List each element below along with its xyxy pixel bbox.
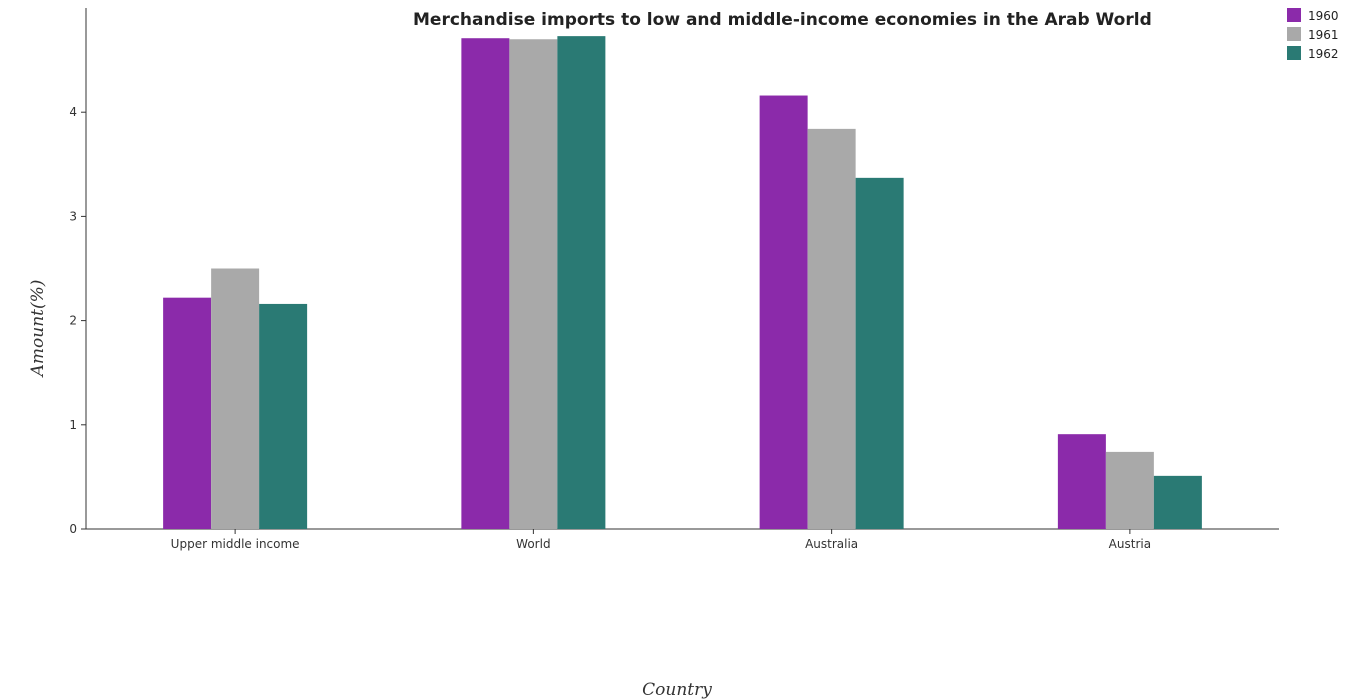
x-tick-label: Upper middle income — [171, 537, 300, 551]
y-tick-label: 4 — [69, 105, 77, 119]
bar-1960-1 — [461, 38, 510, 530]
x-tick-label: Austria — [1109, 537, 1151, 551]
bar-1961-0 — [211, 268, 260, 529]
x-axis-label: Country — [642, 680, 712, 700]
bar-1961-2 — [807, 128, 856, 529]
bar-1962-3 — [1153, 475, 1202, 529]
legend-swatch-1960 — [1287, 8, 1301, 22]
bar-1960-2 — [759, 95, 808, 529]
chart-title: Merchandise imports to low and middle-in… — [413, 10, 1152, 30]
y-axis-label: Amount(%) — [28, 280, 48, 379]
bar-1962-2 — [855, 177, 904, 529]
legend: 1960 1961 1962 — [1287, 8, 1339, 61]
legend-label-1961: 1961 — [1308, 28, 1339, 42]
bar-1962-0 — [259, 303, 308, 529]
bar-1961-1 — [509, 39, 558, 529]
legend-label-1962: 1962 — [1308, 47, 1339, 61]
y-tick-label: 0 — [69, 522, 77, 536]
x-tick-label: Australia — [805, 537, 858, 551]
y-tick-label: 1 — [69, 418, 77, 432]
legend-swatch-1962 — [1287, 46, 1301, 60]
bar-1961-3 — [1105, 451, 1154, 529]
y-tick-label: 3 — [69, 209, 77, 223]
legend-label-1960: 1960 — [1308, 9, 1339, 23]
bar-1960-3 — [1057, 434, 1106, 529]
bars — [163, 36, 1202, 530]
bar-1962-1 — [557, 36, 606, 529]
legend-swatch-1961 — [1287, 27, 1301, 41]
bar-1960-0 — [163, 297, 212, 529]
x-tick-label: World — [516, 537, 550, 551]
y-tick-label: 2 — [69, 314, 77, 328]
